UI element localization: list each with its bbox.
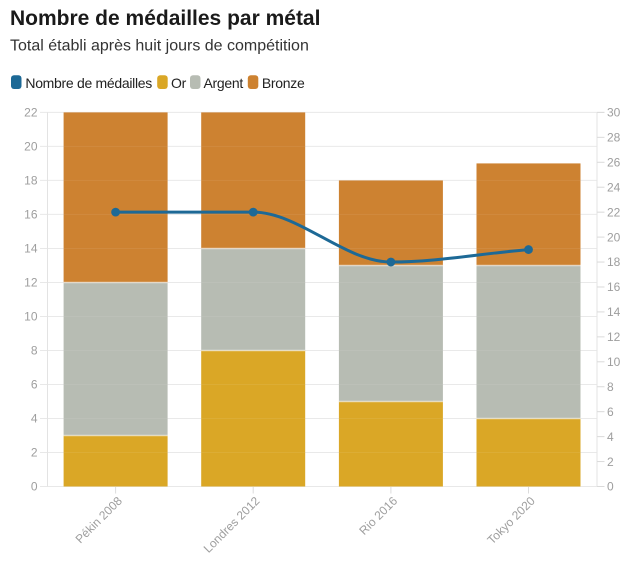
- svg-text:20: 20: [607, 230, 621, 244]
- svg-text:6: 6: [607, 405, 614, 419]
- svg-text:8: 8: [31, 344, 38, 358]
- svg-text:Total établi après huit jours: Total établi après huit jours de compéti…: [10, 38, 309, 55]
- svg-text:2: 2: [31, 446, 38, 460]
- svg-text:Or: Or: [171, 75, 187, 91]
- svg-text:18: 18: [607, 255, 621, 269]
- svg-text:10: 10: [607, 355, 621, 369]
- svg-text:Bronze: Bronze: [262, 75, 305, 91]
- svg-text:20: 20: [24, 140, 38, 154]
- svg-text:4: 4: [607, 430, 614, 444]
- svg-text:Nombre de médailles par métal: Nombre de médailles par métal: [10, 7, 320, 30]
- svg-text:10: 10: [24, 310, 38, 324]
- svg-text:22: 22: [24, 106, 38, 120]
- svg-text:0: 0: [31, 480, 38, 494]
- svg-text:6: 6: [31, 378, 38, 392]
- svg-text:18: 18: [24, 174, 38, 188]
- svg-text:0: 0: [607, 480, 614, 494]
- svg-text:28: 28: [607, 131, 621, 145]
- svg-text:2: 2: [607, 455, 614, 469]
- svg-text:16: 16: [24, 208, 38, 222]
- svg-text:16: 16: [607, 280, 621, 294]
- svg-text:Argent: Argent: [204, 75, 244, 91]
- svg-text:14: 14: [24, 242, 38, 256]
- svg-text:26: 26: [607, 155, 621, 169]
- svg-text:Nombre de médailles: Nombre de médailles: [25, 75, 152, 91]
- svg-text:24: 24: [607, 180, 621, 194]
- svg-text:22: 22: [607, 205, 621, 219]
- svg-text:12: 12: [24, 276, 38, 290]
- svg-text:8: 8: [607, 380, 614, 394]
- svg-text:30: 30: [607, 106, 621, 120]
- svg-text:12: 12: [607, 330, 621, 344]
- svg-text:4: 4: [31, 412, 38, 426]
- svg-text:14: 14: [607, 305, 621, 319]
